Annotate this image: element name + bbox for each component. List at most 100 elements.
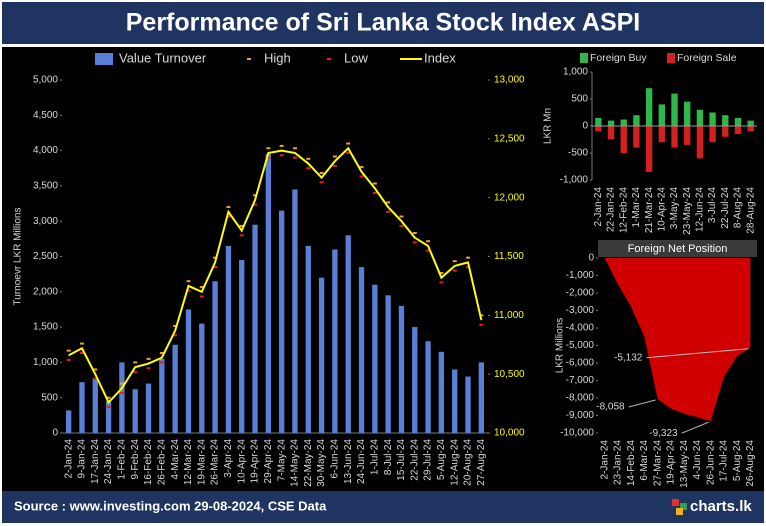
turnover-bar [225,245,232,433]
flow-bar [595,117,602,126]
x-tick-label: 16-Feb-24 [143,439,154,486]
flow-bar [607,126,615,140]
turnover-bar [292,189,298,433]
x-tick-label: 1-Mar-24 [631,187,642,228]
x-tick-label: 27-Mar-24 [652,440,663,487]
flow-bar [645,88,653,126]
x-tick-label: 9-Jan-24 [77,439,88,479]
dash-marker [213,266,218,269]
dash-marker [66,359,71,362]
flow-bar [658,126,665,143]
net-title-bar [598,240,757,257]
dash-marker [119,391,124,394]
x-tick-label: 17-Jan-24 [90,439,101,484]
turnover-bar [372,284,378,433]
y-tick-label: -6,000 [566,358,595,369]
dash-marker [319,181,324,184]
x-tick-label: 20-Aug-24 [463,439,474,486]
dash-marker [253,194,258,197]
x-tick-label: 12-Feb-24 [618,187,629,234]
dash-marker [106,396,111,399]
x-tick-label: 6-Jun-24 [330,439,341,479]
flow-bar [709,126,716,143]
y-axis-label: LKR Mn [543,108,554,144]
logo-square [672,499,679,506]
turnover-bar [212,281,218,433]
x-tick-label: 10-Apr-24 [236,439,247,484]
dash-marker [386,210,391,213]
x-tick-label: 9-Feb-24 [130,439,141,480]
turnover-bar [425,341,431,433]
turnover-bar [305,245,311,433]
flow-bar [671,126,678,148]
dash-marker [66,349,71,352]
x-tick-label: 13-May-24 [679,440,690,488]
x-tick-label: 19-Apr-24 [250,439,261,484]
y-tick-label: -3,000 [566,305,595,316]
x-tick-label: 17-Jul-24 [719,440,730,482]
x-tick-label: 26-Aug-24 [745,440,756,487]
x-tick-label: 23-Jan-24 [613,440,624,485]
x-tick-label: 29-Apr-24 [263,439,274,484]
dash-marker [479,323,484,326]
flow-bar [684,101,691,126]
y-tick-label: 10,000 [494,428,525,439]
dash-marker [93,377,98,380]
x-tick-label: 10-Apr-24 [656,187,667,232]
x-tick-label: 30-May-24 [316,439,327,487]
turnover-bar [79,382,85,433]
y-tick-label: -5,000 [566,340,595,351]
x-tick-label: 21-Mar-24 [644,187,655,234]
y-tick-label: 12,000 [494,192,525,203]
x-tick-label: 1-Feb-24 [117,439,128,480]
dash-marker [386,201,391,204]
dash-marker [466,266,471,269]
y-axis-label: LKR Millions [555,318,566,374]
x-tick-label: 12-Aug-24 [449,439,460,486]
dash-marker [133,361,138,364]
turnover-bar [239,260,245,433]
x-tick-label: 28-Aug-24 [745,187,756,234]
x-tick-label: 8-Aug-24 [733,187,744,229]
source: Source : www.investing.com 29-08-2024, C… [14,498,327,513]
dash-marker [306,167,311,170]
dash-marker [159,361,164,364]
legend-marker [247,58,251,60]
dash-marker [479,314,484,317]
x-tick-label: 29-Jul-24 [423,439,434,481]
legend-label: Foreign Sale [677,52,737,64]
turnover-bar [318,277,325,433]
dash-marker [133,370,138,373]
legend-marker [95,53,113,65]
dash-marker [292,147,297,150]
x-tick-label: 22-May-24 [303,439,314,487]
turnover-bar [465,376,471,433]
dash-marker [226,206,231,209]
flow-bar [633,115,640,126]
y-tick-label: 500 [41,392,58,403]
dash-marker [159,351,164,354]
turnover-bar [385,295,391,433]
x-tick-label: 3-May-24 [669,187,680,230]
flow-bar [607,120,615,126]
x-tick-label: 26-Mar-24 [210,439,221,486]
turnover-bar [119,362,125,433]
dash-marker [226,215,231,218]
dash-marker [359,175,364,178]
y-tick-label: 4,500 [33,110,58,121]
dash-marker [239,234,244,237]
turnover-bar [438,351,445,433]
turnover-bar [92,377,98,433]
y-tick-label: 5,000 [33,75,58,86]
flow-bar [696,109,704,126]
x-tick-label: 2-Jan-24 [599,440,610,480]
flow-bar [747,126,754,132]
dash-marker [79,351,84,354]
x-tick-label: 27-Aug-24 [476,439,487,486]
dash-marker [319,171,324,174]
legend-label: Value Turnover [119,50,207,65]
dash-marker [399,215,404,218]
y-tick-label: 10,500 [494,369,525,380]
dash-marker [399,224,404,227]
x-tick-label: 26-Jun-24 [705,440,716,485]
